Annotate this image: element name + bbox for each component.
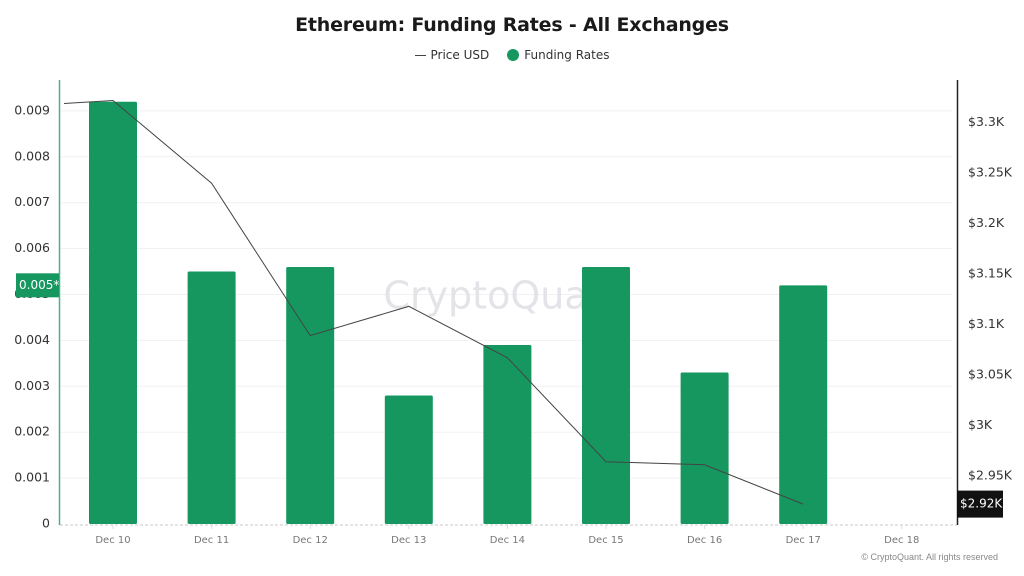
legend-label-funding-rates: Funding Rates: [524, 48, 610, 62]
left-tick-label: 0.006: [14, 240, 50, 255]
line-marker-icon: [414, 54, 426, 56]
right-tick-label: $3.25K: [968, 165, 1013, 180]
funding-rate-bar[interactable]: [680, 372, 729, 524]
x-tick-label: Dec 14: [490, 535, 525, 546]
x-tick-label: Dec 18: [884, 535, 919, 546]
x-tick-label: Dec 16: [687, 535, 722, 546]
funding-rate-bar[interactable]: [384, 395, 433, 524]
funding-rate-bar[interactable]: [582, 266, 630, 524]
x-tick-label: Dec 15: [588, 535, 623, 546]
x-tick-label: Dec 11: [194, 535, 229, 546]
right-tick-label: $3K: [968, 417, 993, 432]
left-tick-label: 0.007: [14, 194, 50, 209]
right-tick-label: $2.95K: [968, 467, 1013, 482]
left-tick-label: 0.004: [14, 332, 50, 347]
dot-marker-icon: [507, 49, 520, 61]
right-tick-label: $3.05K: [968, 366, 1013, 381]
legend-label-price-usd: Price USD: [430, 48, 490, 62]
right-axis-ticks: $2.95K $3K $3.05K $3.1K $3.15K $3.2K $3.25K $3.…: [968, 114, 1013, 482]
right-tick-label: $3.2K: [968, 215, 1005, 230]
chart-legend: Price USD Funding Rates: [0, 48, 1024, 62]
price-usd-line[interactable]: [63, 99, 804, 505]
funding-rate-bar[interactable]: [286, 266, 335, 524]
right-axis-current-marker: $2.92K: [957, 490, 1003, 518]
price-line: [63, 99, 804, 505]
chart-title: Ethereum: Funding Rates - All Exchanges: [295, 14, 729, 36]
left-tick-label: 0.002: [14, 424, 50, 439]
funding-rate-bar[interactable]: [89, 101, 137, 524]
right-tick-label: $3.3K: [968, 114, 1005, 129]
funding-rate-bar[interactable]: [187, 271, 236, 524]
left-tick-label: 0.008: [14, 148, 50, 163]
left-axis-ticks: 00.0010.0020.0030.0040.0050.0060.0070.00…: [14, 102, 50, 530]
left-tick-label: 0: [42, 516, 50, 531]
funding-rate-bar[interactable]: [483, 344, 532, 524]
left-tick-label: 0.009: [14, 102, 50, 117]
x-tick-label: Dec 17: [786, 535, 821, 546]
legend-item-price-usd[interactable]: Price USD: [414, 48, 490, 62]
left-tick-label: 0.001: [14, 470, 50, 485]
legend-item-funding-rates[interactable]: Funding Rates: [507, 48, 609, 62]
x-tick-label: Dec 13: [391, 535, 426, 546]
copyright-notice: © CryptoQuant. All rights reserved: [861, 552, 998, 562]
funding-rate-bars: [89, 101, 828, 524]
left-tick-label: 0.003: [14, 378, 50, 393]
right-tick-label: $3.15K: [968, 266, 1013, 281]
x-tick-label: Dec 12: [293, 535, 328, 546]
right-tick-label: $3.1K: [968, 316, 1005, 331]
x-tick-label: Dec 10: [95, 535, 130, 546]
x-axis-ticks: Dec 10 Dec 11 Dec 12 Dec 13 Dec 14 Dec 15 Dec …: [95, 525, 919, 546]
svg-text:0.005*: 0.005*: [19, 278, 59, 292]
funding-rate-bar[interactable]: [779, 285, 828, 524]
left-axis-current-marker: 0.005*: [16, 273, 59, 298]
svg-text:$2.92K: $2.92K: [960, 497, 1003, 511]
